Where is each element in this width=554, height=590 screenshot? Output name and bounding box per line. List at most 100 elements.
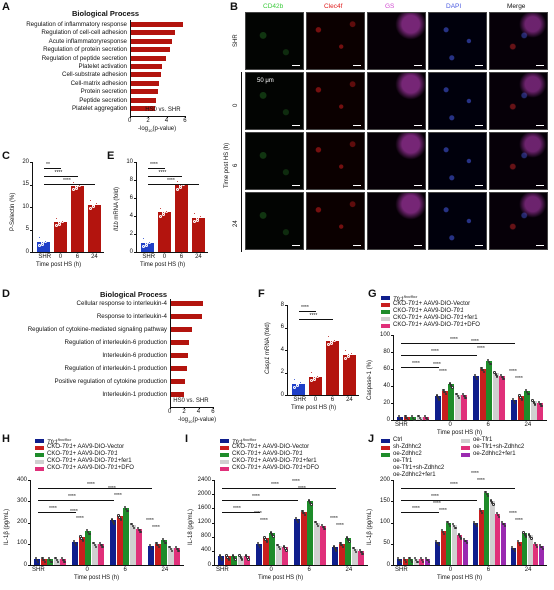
panel-j-data-point bbox=[463, 537, 466, 540]
panel-c-data-point bbox=[58, 223, 61, 226]
panel-g-bar bbox=[461, 394, 468, 420]
panel-b-row-label: 24 bbox=[233, 220, 239, 227]
panel-h-data-point bbox=[75, 543, 78, 547]
panel-j-data-point bbox=[495, 512, 498, 515]
panel-i-data-point bbox=[322, 526, 325, 529]
panel-j-data-point bbox=[457, 533, 460, 536]
panel-i-data-point bbox=[323, 528, 326, 531]
panel-i-significance-mark: **** bbox=[233, 506, 241, 512]
panel-g-data-point bbox=[405, 416, 408, 419]
panel-i-bar bbox=[262, 538, 269, 565]
panel-h-significance-mark: **** bbox=[76, 516, 84, 522]
panel-j-data-point bbox=[530, 537, 533, 540]
panel-e-x-tick-label: 6 bbox=[179, 254, 184, 260]
panel-g-data-point bbox=[502, 377, 505, 381]
panel-h-significance-mark: **** bbox=[87, 482, 95, 488]
panel-j-y-tick-label: 200 bbox=[379, 476, 390, 483]
panel-d-x-tick bbox=[198, 407, 200, 409]
panel-d-title: Biological Process bbox=[100, 290, 168, 299]
panel-h-legend-label: Tfr1flox/flox bbox=[47, 437, 72, 446]
panel-j-data-point bbox=[501, 520, 504, 523]
panel-h-bar bbox=[161, 539, 168, 565]
panel-h-data-point bbox=[63, 560, 66, 564]
panel-g-significance-mark: **** bbox=[433, 362, 441, 369]
panel-c-bar bbox=[88, 204, 101, 252]
panel-g-letter: G bbox=[368, 288, 377, 300]
panel-g-data-point bbox=[476, 377, 479, 381]
panel-a-bar bbox=[130, 55, 166, 61]
panel-j-bar bbox=[516, 541, 522, 565]
panel-h-data-point bbox=[94, 545, 98, 549]
panel-g-x-axis-label: Time post HS (h) bbox=[437, 430, 483, 436]
panel-f-y-tick-label: 2 bbox=[280, 369, 284, 375]
panel-j-data-point bbox=[519, 543, 522, 547]
panel-i-data-point bbox=[302, 511, 305, 515]
panel-j-data-point bbox=[464, 539, 467, 542]
panel-h-data-point bbox=[42, 558, 45, 562]
panel-b-scale-bar bbox=[292, 184, 300, 186]
panel-g-data-point bbox=[520, 398, 523, 401]
panel-g-data-point bbox=[500, 373, 503, 377]
panel-c-x-tick-label: SHR bbox=[38, 254, 52, 260]
panel-c-data-point bbox=[92, 205, 95, 209]
panel-j-data-point bbox=[534, 543, 538, 547]
panel-i-data-point bbox=[271, 533, 274, 536]
panel-h-x-tick-label: 0 bbox=[85, 567, 89, 573]
panel-j-data-point bbox=[492, 503, 495, 506]
panel-j-data-point bbox=[448, 524, 452, 527]
panel-i-significance-bracket bbox=[222, 488, 336, 489]
panel-f-x-tick-label: 6 bbox=[330, 397, 335, 403]
panel-f-data-point bbox=[310, 371, 313, 375]
panel-j-legend-swatch bbox=[381, 439, 390, 443]
panel-j-data-point bbox=[535, 545, 539, 549]
panel-j-significance-mark: **** bbox=[450, 482, 458, 488]
panel-j-significance-bracket bbox=[401, 500, 477, 501]
panel-d-annotation: HS0 vs. SHR bbox=[173, 398, 209, 404]
panel-a-bar bbox=[130, 80, 160, 86]
panel-c-x-axis-label: Time post HS (h) bbox=[36, 262, 82, 268]
panel-h-x-tick-label: 6 bbox=[123, 567, 127, 573]
panel-j-data-point bbox=[408, 556, 411, 560]
panel-j-data-point bbox=[415, 558, 418, 562]
panel-i-y-tick bbox=[212, 536, 214, 538]
panel-i-bar bbox=[358, 550, 365, 565]
panel-b-micrograph-tile bbox=[428, 192, 487, 250]
panel-h-data-point bbox=[177, 550, 180, 553]
panel-c-y-tick-label: 15 bbox=[22, 181, 29, 187]
panel-b-scale-bar bbox=[475, 184, 483, 186]
panel-f-data-point bbox=[327, 335, 330, 339]
panel-g-data-point bbox=[480, 367, 483, 370]
panel-c-data-point bbox=[61, 219, 64, 223]
panel-f-data-point bbox=[327, 343, 330, 347]
panel-g-data-point bbox=[406, 418, 409, 421]
panel-j-data-point bbox=[416, 560, 419, 564]
panel-i-data-point bbox=[307, 499, 311, 502]
panel-i-bar bbox=[300, 511, 307, 565]
panel-j-data-point bbox=[435, 539, 438, 543]
panel-j-legend-label: Ctrl bbox=[393, 437, 403, 443]
panel-i-significance-mark: **** bbox=[292, 479, 300, 486]
panel-g-bar bbox=[441, 391, 448, 420]
panel-j-legend-label: sh-Zdhhc2 bbox=[393, 444, 422, 450]
panel-a-annotation: HS0 vs. SHR bbox=[145, 107, 181, 114]
panel-i-significance-mark: **** bbox=[254, 511, 262, 518]
panel-g-y-axis bbox=[393, 335, 394, 420]
panel-h-data-point bbox=[169, 548, 172, 551]
panel-g-data-point bbox=[489, 362, 492, 365]
panel-g-data-point bbox=[519, 396, 522, 399]
panel-h-data-point bbox=[93, 543, 96, 547]
panel-e-y-tick bbox=[134, 234, 136, 235]
panel-j-significance-mark: **** bbox=[433, 500, 441, 507]
panel-g-legend-label: CKO-Tfr1+ AAV9-DIO-Tfr1+DFO bbox=[393, 322, 480, 328]
panel-j-data-point bbox=[409, 558, 412, 562]
panel-f-data-point bbox=[333, 338, 336, 342]
panel-f-data-point bbox=[296, 384, 299, 388]
panel-c-y-tick bbox=[30, 162, 32, 163]
panel-h-x-tick-label: SHR bbox=[32, 567, 45, 573]
panel-j-legend-label: oe-Tfr1+sh-Zdhhc2 bbox=[393, 465, 445, 471]
panel-f-bar bbox=[326, 341, 339, 395]
panel-j-data-point bbox=[473, 520, 476, 523]
panel-i-y-tick bbox=[212, 508, 214, 510]
panel-h-y-tick bbox=[28, 543, 30, 545]
panel-c-x-tick-label: 6 bbox=[75, 254, 80, 260]
